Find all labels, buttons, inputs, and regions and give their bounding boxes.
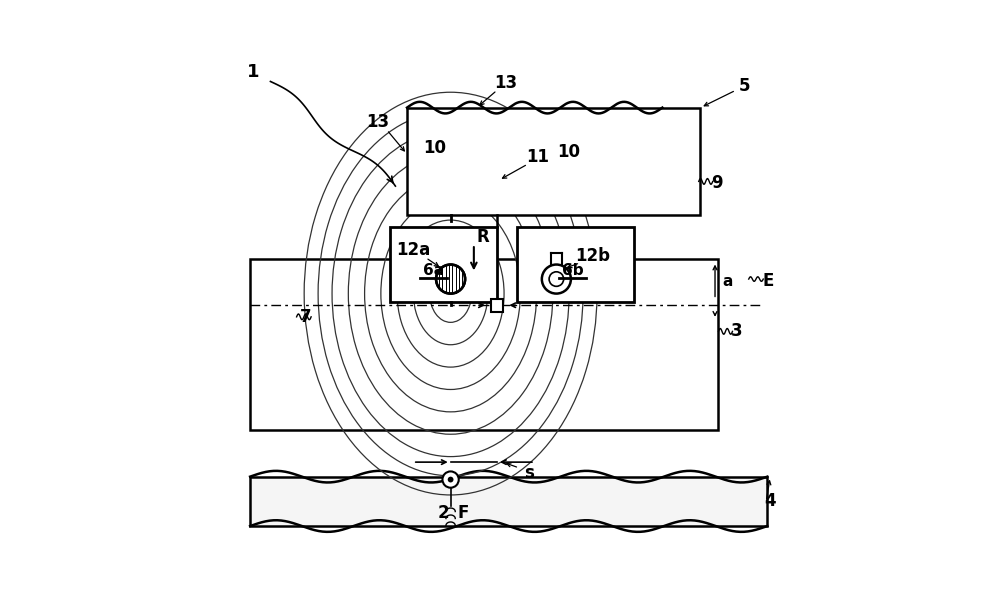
- Text: 11: 11: [526, 148, 549, 166]
- Bar: [407, 108, 700, 215]
- Text: 12a: 12a: [396, 241, 430, 259]
- Bar: [250, 259, 718, 430]
- Text: E: E: [763, 272, 774, 290]
- Text: 3: 3: [731, 323, 743, 340]
- Circle shape: [442, 471, 459, 487]
- Circle shape: [542, 264, 571, 294]
- Circle shape: [436, 264, 465, 294]
- Text: F: F: [458, 504, 469, 522]
- Text: 9: 9: [711, 174, 723, 192]
- Text: 6a: 6a: [423, 263, 444, 278]
- Text: 10: 10: [557, 144, 580, 161]
- Bar: [517, 227, 634, 302]
- Text: 10: 10: [423, 139, 446, 157]
- Text: 4: 4: [764, 492, 776, 511]
- Bar: [250, 477, 767, 526]
- Text: 12b: 12b: [575, 247, 610, 265]
- Circle shape: [549, 272, 564, 286]
- Bar: [491, 299, 503, 311]
- Text: s: s: [524, 464, 534, 482]
- Text: 7: 7: [300, 308, 311, 326]
- Text: 1: 1: [247, 63, 259, 81]
- Text: 13: 13: [494, 74, 517, 92]
- Text: 2: 2: [438, 504, 449, 522]
- Text: 6b: 6b: [562, 263, 583, 278]
- Text: 5: 5: [738, 76, 750, 94]
- Circle shape: [448, 477, 454, 483]
- Bar: [390, 227, 497, 302]
- Text: R: R: [476, 228, 489, 246]
- Text: 13: 13: [366, 113, 390, 131]
- Text: a: a: [723, 275, 733, 289]
